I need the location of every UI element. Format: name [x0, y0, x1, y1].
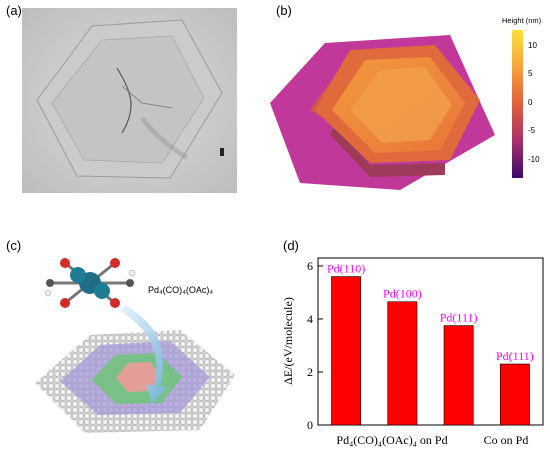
colorbar — [512, 30, 523, 178]
panel-d-label: (d) — [283, 238, 299, 253]
afm-3d-image: Height (nm) 10 5 0 -5 -10 — [270, 16, 542, 190]
x-group-label: Co on Pd — [484, 433, 529, 447]
bar — [387, 301, 418, 426]
colorbar-tick: 5 — [528, 69, 533, 78]
colorbar-tick: -5 — [528, 126, 536, 135]
colorbar-tick: 0 — [528, 98, 533, 107]
y-axis-label: ΔE/(eV/molecule) — [281, 297, 295, 385]
panel-a-label: (a) — [6, 3, 22, 18]
plot-frame — [317, 257, 544, 426]
slab-schematic — [35, 305, 235, 433]
tem-image — [22, 8, 237, 193]
bar-chart: Pd(110) Pd(100) Pd(111) Pd(111) 0 2 4 6 ΔE/(eV… — [281, 257, 544, 447]
bar-data-label: Pd(100) — [383, 287, 422, 301]
bar — [331, 276, 362, 426]
bar-data-label: Pd(111) — [440, 311, 478, 325]
panel-c-label: (c) — [6, 238, 22, 253]
colorbar-tick: -10 — [528, 155, 540, 164]
y-tick-label: 2 — [307, 365, 313, 379]
bar-data-label: Pd(111) — [496, 349, 534, 363]
colorbar-tick: 10 — [528, 41, 537, 50]
molecule-model — [44, 258, 136, 308]
panel-b-label: (b) — [276, 3, 292, 18]
molecule-formula: Pd₄(CO)₄(OAc)₄ — [148, 285, 214, 295]
colorbar-title: Height (nm) — [502, 16, 542, 25]
bar — [443, 325, 474, 426]
y-tick-label: 0 — [307, 418, 313, 432]
y-tick-label: 6 — [307, 259, 313, 273]
bar — [499, 363, 530, 426]
y-tick-label: 4 — [307, 312, 313, 326]
bar-data-label: Pd(110) — [327, 262, 365, 276]
x-group-label: Pd₄(CO)₄(OAc)₄ on Pd — [336, 433, 447, 447]
